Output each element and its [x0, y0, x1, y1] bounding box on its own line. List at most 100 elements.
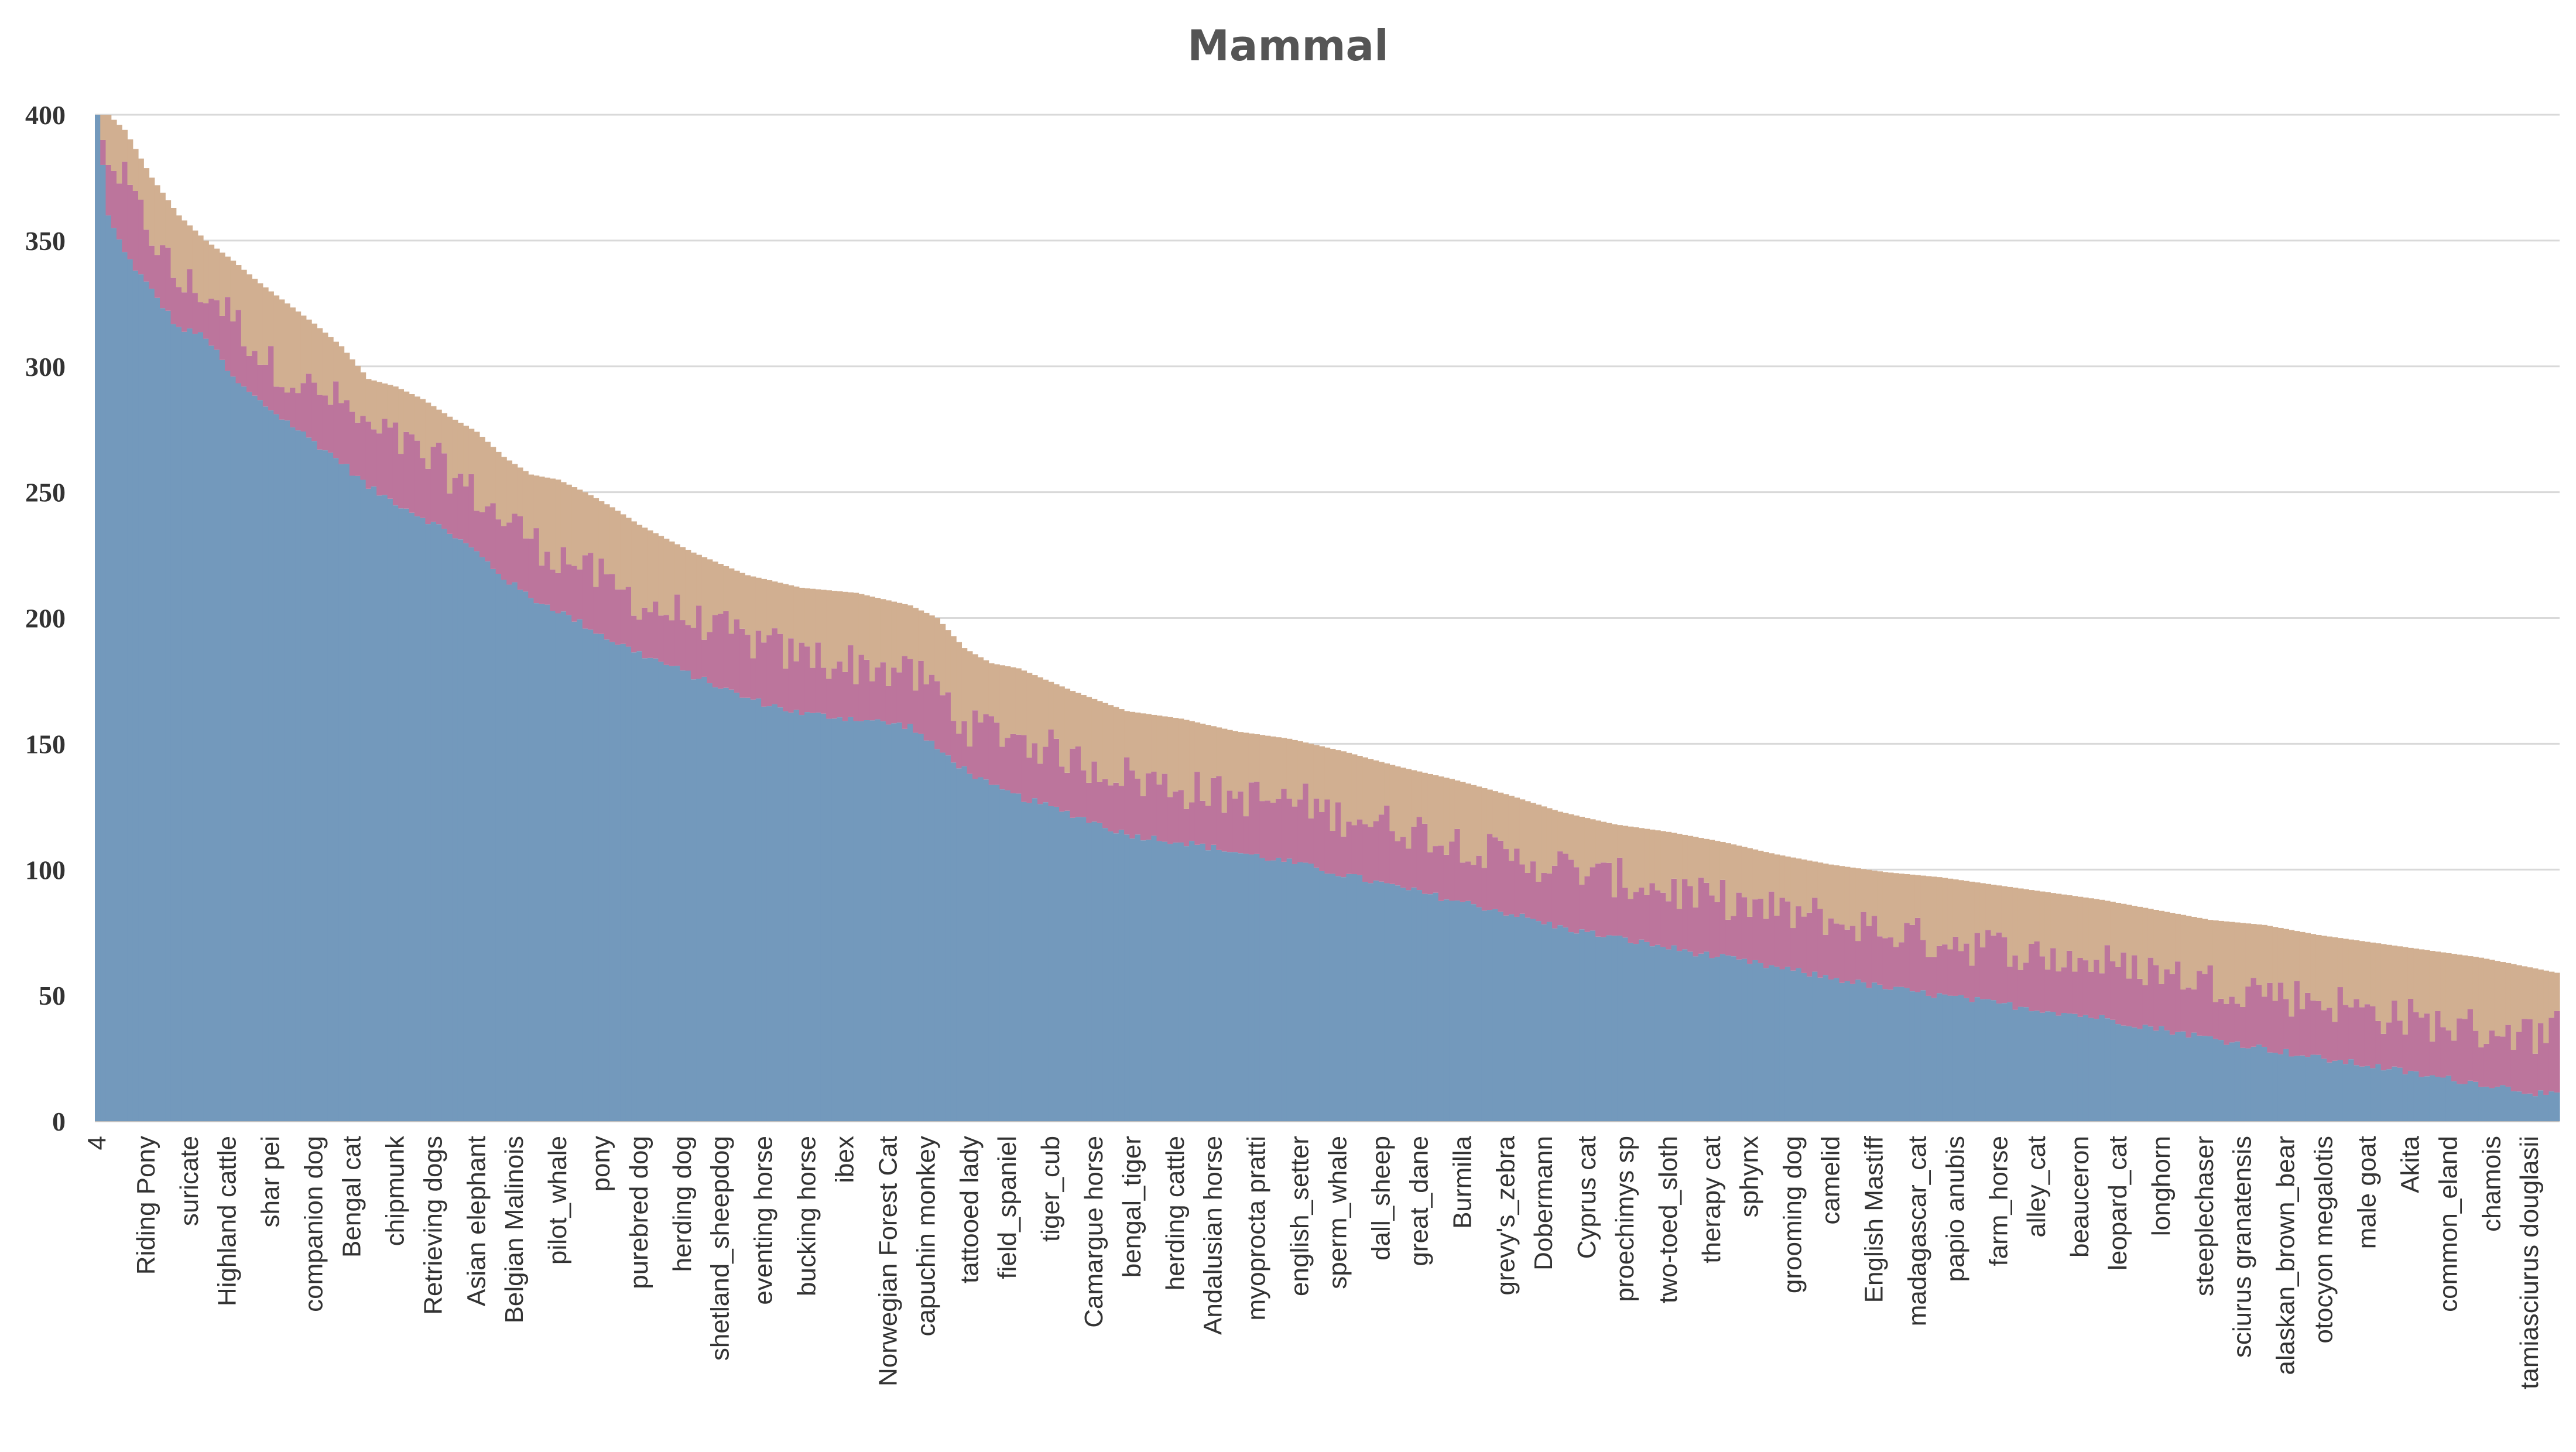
bar-segment-series-2	[761, 642, 767, 707]
bar-segment-series-2	[187, 269, 193, 329]
bar-segment-series-3	[1330, 748, 1336, 831]
bar-segment-series-1	[1081, 817, 1087, 1121]
bar-segment-series-3	[1747, 848, 1753, 917]
bar-segment-series-3	[1438, 776, 1444, 846]
bar-segment-series-2	[1557, 851, 1564, 926]
bar-segment-series-1	[230, 376, 237, 1121]
bar-segment-series-3	[2294, 931, 2300, 981]
bar-segment-series-3	[2364, 941, 2371, 1005]
bar-segment-series-1	[1330, 874, 1336, 1121]
bar-segment-series-1	[885, 724, 892, 1121]
bar-segment-series-1	[972, 779, 978, 1121]
bar-segment-series-2	[479, 512, 485, 557]
bar-segment-series-1	[2067, 1013, 2073, 1121]
bar-segment-series-2	[2289, 1016, 2295, 1057]
bar-segment-series-1	[1514, 916, 1520, 1121]
bar-segment-series-2	[929, 674, 935, 741]
bar-segment-series-3	[420, 399, 426, 458]
bar-segment-series-2	[522, 538, 529, 592]
bar-segment-series-1	[653, 658, 659, 1121]
bar-segment-series-1	[1135, 834, 1141, 1121]
bar-segment-series-3	[1611, 824, 1618, 898]
bar-segment-series-2	[1964, 943, 1970, 998]
bar-segment-series-1	[290, 427, 296, 1122]
bar-segment-series-3	[967, 651, 973, 746]
bar-segment-series-2	[2137, 978, 2143, 1029]
bar-segment-series-1	[907, 724, 913, 1121]
bar-segment-series-1	[241, 386, 247, 1121]
bar-segment-series-3	[810, 588, 816, 668]
bar-segment-series-2	[896, 672, 903, 723]
bar-segment-series-1	[501, 580, 507, 1121]
bar-segment-series-3	[1015, 668, 1022, 735]
bar-segment-series-1	[95, 115, 101, 1121]
bar-segment-series-1	[1005, 790, 1011, 1121]
bar-segment-series-1	[1964, 998, 1970, 1121]
bar-segment-series-1	[127, 259, 133, 1122]
bar-segment-series-1	[2202, 1036, 2208, 1121]
bar-segment-series-1	[934, 749, 941, 1121]
bar-segment-series-3	[869, 596, 875, 682]
bar-segment-series-2	[788, 638, 794, 713]
bar-segment-series-3	[2283, 929, 2289, 999]
bar-segment-series-1	[891, 723, 897, 1121]
bar-segment-series-3	[1714, 841, 1721, 902]
bar-segment-series-3	[582, 492, 588, 556]
bar-segment-series-2	[1849, 926, 1856, 984]
x-tick-label: camelid	[1817, 1136, 1845, 1225]
x-tick-label: grooming dog	[1779, 1136, 1807, 1293]
bar-segment-series-2	[2159, 984, 2165, 1026]
bar-segment-series-2	[2132, 955, 2137, 1028]
bar-segment-series-1	[360, 480, 366, 1121]
bar-segment-series-3	[783, 584, 789, 669]
bar-segment-series-1	[707, 683, 713, 1121]
bar-segment-series-2	[1996, 932, 2002, 1004]
bar-segment-series-1	[2132, 1027, 2137, 1121]
bar-segment-series-3	[2224, 921, 2230, 1004]
bar-segment-series-3	[2451, 954, 2457, 1041]
x-tick-label: field_spaniel	[993, 1136, 1022, 1279]
bar-segment-series-3	[961, 648, 968, 721]
bar-segment-series-3	[1238, 732, 1244, 792]
bar-segment-series-3	[208, 244, 215, 299]
bar-segment-series-3	[528, 474, 535, 539]
bar-segment-series-1	[273, 414, 280, 1122]
bar-segment-series-3	[1644, 828, 1650, 895]
bar-segment-series-2	[1866, 926, 1872, 988]
bar-segment-series-1	[322, 450, 328, 1121]
bar-segment-series-1	[2478, 1087, 2485, 1121]
bar-segment-series-3	[409, 394, 415, 434]
bar-segment-series-3	[1259, 735, 1266, 802]
bar-segment-series-1	[793, 710, 800, 1121]
bar-segment-series-1	[387, 498, 393, 1121]
bar-segment-series-1	[355, 475, 361, 1122]
bar-segment-series-2	[355, 422, 361, 476]
bar-segment-series-2	[2327, 1008, 2332, 1063]
bar-segment-series-1	[923, 740, 930, 1121]
bar-segment-series-1	[2126, 1026, 2132, 1121]
bar-segment-series-2	[1574, 867, 1580, 934]
bar-segment-series-1	[1806, 976, 1813, 1121]
bar-segment-series-3	[934, 618, 941, 682]
bar-segment-series-1	[1276, 857, 1282, 1121]
bar-segment-series-3	[2424, 950, 2430, 1014]
bar-segment-series-1	[1758, 963, 1764, 1121]
x-tick-label: otocyon megalotis	[2310, 1136, 2338, 1344]
bar-segment-series-1	[1384, 883, 1390, 1121]
bar-segment-series-2	[2537, 1023, 2544, 1091]
bar-segment-series-1	[815, 713, 821, 1121]
bar-segment-series-1	[961, 766, 968, 1121]
bar-segment-series-2	[1064, 772, 1071, 811]
bar-segment-series-2	[858, 655, 865, 721]
bar-segment-series-1	[528, 598, 535, 1121]
bar-segment-series-3	[1639, 828, 1645, 888]
bar-segment-series-1	[869, 720, 875, 1121]
bar-segment-series-1	[1541, 924, 1547, 1121]
bar-segment-series-2	[1308, 818, 1314, 864]
bar-segment-series-1	[588, 629, 594, 1121]
bar-segment-series-1	[344, 464, 350, 1122]
bar-segment-series-1	[1525, 917, 1531, 1121]
bar-segment-series-1	[978, 777, 984, 1121]
bar-segment-series-3	[1796, 858, 1802, 906]
bar-segment-series-3	[187, 225, 193, 269]
